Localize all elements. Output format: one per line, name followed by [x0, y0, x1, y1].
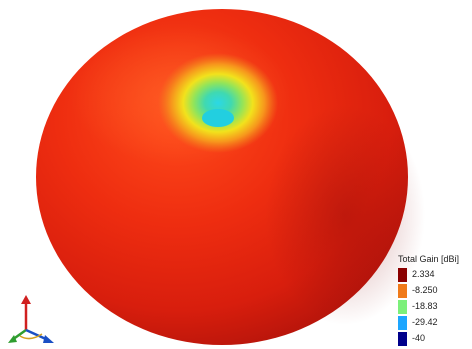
gain-null-region [158, 53, 278, 153]
y-axis-arrow [8, 335, 17, 343]
legend-entry: -40 [398, 332, 472, 346]
legend-entry: -8.250 [398, 284, 472, 298]
rotation-indicator-icon [19, 333, 43, 340]
legend-label: -18.83 [412, 301, 438, 311]
gain-null-center [202, 109, 234, 127]
legend-label: -29.42 [412, 317, 438, 327]
legend-swatch [398, 284, 407, 298]
color-legend: Total Gain [dBi] 2.334 -8.250 -18.83 -29.42… [396, 254, 472, 349]
sphere-right-shade [265, 105, 425, 325]
legend-entry: -29.42 [398, 316, 472, 330]
legend-label: -8.250 [412, 285, 438, 295]
legend-swatch [398, 332, 407, 346]
legend-label: -40 [412, 333, 426, 343]
legend-swatch [398, 300, 407, 314]
axis-orientation-triad[interactable] [4, 292, 60, 348]
z-axis-arrow [21, 295, 31, 304]
legend-swatch [398, 316, 407, 330]
x-axis-arrow [43, 335, 54, 343]
legend-title: Total Gain [dBi] [398, 254, 460, 264]
legend-entry: 2.334 [398, 268, 472, 282]
legend-label: 2.334 [412, 269, 435, 279]
legend-swatch [398, 268, 407, 282]
legend-entry: -18.83 [398, 300, 472, 314]
